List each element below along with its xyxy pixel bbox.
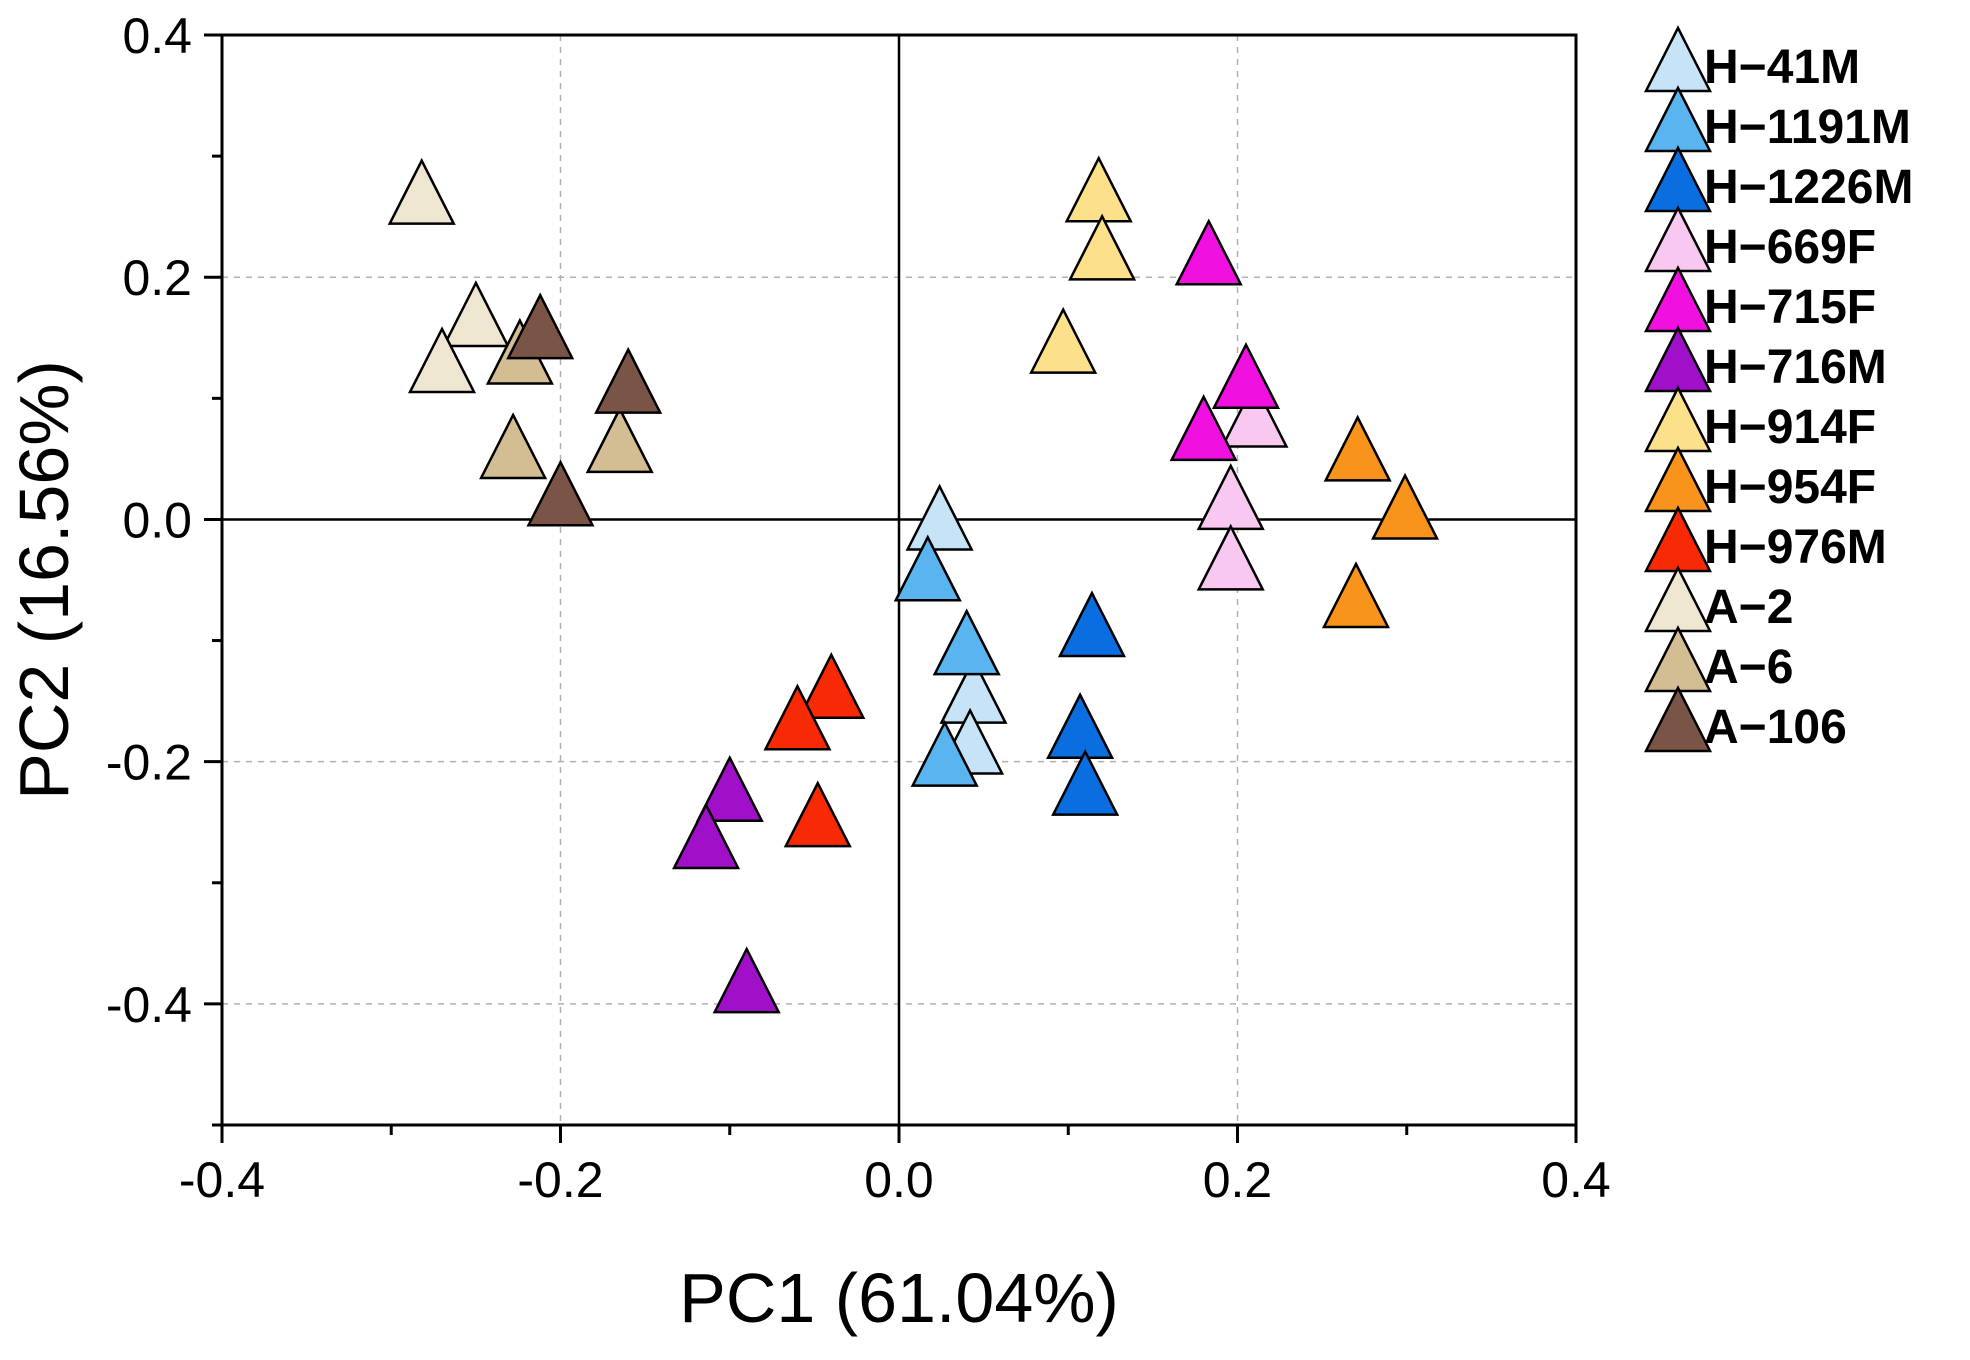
data-point-marker — [585, 406, 654, 474]
data-point-marker — [594, 346, 663, 414]
data-point-marker — [783, 780, 852, 848]
data-point-marker — [1051, 748, 1120, 816]
axis-ticks — [204, 33, 1578, 1143]
y-tick-label: 0.4 — [122, 8, 192, 64]
data-point-marker — [932, 608, 1001, 676]
legend-marker — [1643, 565, 1713, 633]
data-point-marker — [695, 754, 764, 822]
data-point-marker — [1196, 523, 1265, 591]
legend-marker — [1643, 265, 1713, 333]
x-tick-label: 0.4 — [1541, 1152, 1611, 1208]
data-point-marker — [1211, 341, 1280, 409]
data-point-marker — [1057, 590, 1126, 658]
legend-marker — [1643, 625, 1713, 693]
data-point-marker — [407, 326, 477, 394]
data-point-marker — [1064, 155, 1133, 223]
legend-marker — [1643, 505, 1713, 573]
data-point-marker — [506, 292, 575, 360]
legend-marker — [1643, 445, 1713, 513]
data-point-marker — [672, 802, 741, 870]
zero-reference-lines — [222, 35, 1576, 1125]
data-point-marker — [441, 280, 510, 348]
data-point-marker — [712, 946, 781, 1014]
data-point-marker — [1371, 472, 1440, 540]
data-point-marker — [479, 412, 548, 480]
data-point-marker — [1323, 414, 1392, 482]
legend-label: A−106 — [1704, 701, 1847, 754]
data-point-marker — [1046, 691, 1115, 760]
legend-label: H−914F — [1704, 401, 1876, 454]
data-point-marker — [1196, 463, 1265, 531]
legend-label: H−715F — [1704, 281, 1876, 334]
x-tick-label: 0.0 — [864, 1152, 934, 1208]
legend-marker — [1643, 85, 1713, 153]
legend: H−41M H−1191M H−1226M H−669F H−715F H−716M H−9… — [1643, 25, 1913, 754]
y-tick-label: 0.0 — [122, 492, 192, 548]
data-point-marker — [1029, 306, 1098, 374]
legend-label: H−669F — [1704, 221, 1876, 274]
y-tick-label: -0.2 — [106, 735, 192, 791]
axis-tick-labels: -0.4 -0.2 0.0 0.2 0.4 0.4 0.2 0.0 -0.2 -0.4 — [106, 8, 1611, 1208]
x-tick-label: -0.2 — [517, 1152, 603, 1208]
x-tick-label: -0.4 — [179, 1152, 265, 1208]
data-point-marker — [893, 534, 962, 602]
x-axis-title: PC1 (61.04%) — [679, 1259, 1119, 1337]
legend-marker — [1643, 205, 1713, 273]
data-point-marker — [910, 719, 979, 787]
legend-marker — [1643, 25, 1713, 93]
data-point-marker — [1068, 213, 1137, 281]
data-markers — [387, 155, 1440, 1014]
legend-marker — [1643, 325, 1713, 393]
data-point-marker — [797, 652, 866, 720]
legend-label: H−1191M — [1704, 101, 1911, 154]
legend-label: H−41M — [1704, 41, 1860, 94]
legend-label: H−976M — [1704, 521, 1887, 574]
data-point-marker — [1321, 561, 1391, 629]
legend-marker — [1643, 685, 1713, 753]
legend-label: A−2 — [1704, 581, 1793, 634]
data-point-marker — [763, 683, 832, 751]
legend-label: H−954F — [1704, 461, 1876, 514]
y-axis-title: PC2 (16.56%) — [5, 360, 83, 800]
legend-label: H−716M — [1704, 341, 1887, 394]
legend-label: A−6 — [1704, 641, 1793, 694]
data-point-marker — [387, 157, 456, 225]
y-tick-label: 0.2 — [122, 250, 192, 306]
data-point-marker — [1220, 380, 1289, 448]
y-tick-label: -0.4 — [106, 977, 192, 1033]
x-tick-label: 0.2 — [1203, 1152, 1273, 1208]
data-point-marker — [526, 459, 595, 527]
legend-label: H−1226M — [1704, 161, 1913, 214]
legend-marker — [1643, 145, 1713, 213]
legend-marker — [1643, 385, 1713, 453]
data-point-marker — [1169, 394, 1238, 462]
data-point-marker — [905, 483, 974, 551]
data-point-marker — [1174, 218, 1243, 286]
